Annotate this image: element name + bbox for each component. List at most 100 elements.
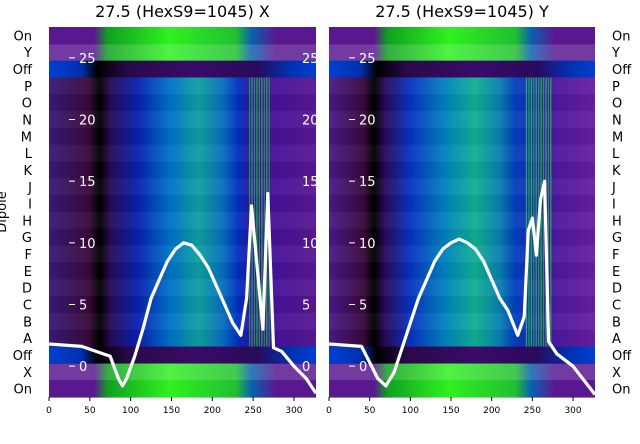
overlay-line — [328, 179, 597, 396]
heatmap-row-shade — [329, 144, 595, 162]
heatmap-row-shade — [49, 77, 316, 95]
heatmap-row-shade — [49, 296, 316, 313]
heatmap-row-shade — [329, 195, 595, 212]
heatmap-row — [49, 363, 316, 381]
heatmap-row — [329, 27, 595, 45]
overlay-line — [48, 191, 318, 395]
row-label: J — [611, 181, 616, 196]
row-label: M — [612, 130, 623, 145]
panel-title: 27.5 (HexS9=1045) X — [95, 2, 270, 21]
row-label: K — [612, 164, 621, 179]
row-label: I — [612, 198, 616, 213]
row-label: On — [14, 29, 32, 44]
row-label: I — [28, 198, 32, 213]
row-label: C — [612, 299, 621, 314]
green-streak — [525, 77, 527, 347]
row-label: E — [612, 265, 620, 280]
green-streak — [533, 77, 535, 347]
heatmap-row-shade — [329, 127, 595, 145]
row-label: A — [23, 332, 32, 347]
row-label: Off — [13, 349, 33, 364]
panel-x: 27.5 (HexS9=1045) X On Y Off PONMLKJIHGFEDCB… — [0, 2, 319, 416]
heatmap-row — [49, 27, 316, 45]
overlay-tick-label: 10 — [359, 237, 376, 252]
heatmap-row-shade — [49, 279, 316, 297]
row-label: G — [612, 231, 622, 246]
overlay-tick-label: 5 — [79, 299, 87, 314]
overlay-tick-label-right: 15 — [302, 175, 319, 190]
overlay-tick-label: 25 — [79, 52, 96, 67]
heatmap-row-shade — [49, 312, 316, 330]
y-axis-label: Dipole — [0, 191, 10, 232]
x-tick-label: 300 — [285, 406, 302, 416]
row-label: J — [27, 181, 32, 196]
x-tick-label: 0 — [46, 406, 52, 416]
heatmap-row — [49, 346, 316, 364]
row-label: X — [23, 366, 32, 381]
overlay-tick-label: 10 — [79, 237, 96, 252]
green-streak — [547, 77, 549, 347]
x-tick-label: 250 — [524, 406, 541, 416]
row-label: B — [23, 315, 32, 330]
row-label: G — [22, 231, 32, 246]
x-tick-label: 150 — [442, 406, 459, 416]
row-label: P — [24, 80, 32, 95]
overlay-tick-label: 0 — [359, 360, 367, 375]
row-label: On — [14, 383, 32, 398]
overlay-tick-label-right: 25 — [302, 52, 319, 67]
overlay-tick-label: 5 — [359, 299, 367, 314]
row-label: Off — [612, 349, 632, 364]
row-label: C — [23, 299, 32, 314]
row-label: F — [25, 248, 32, 263]
green-streak — [261, 77, 263, 347]
row-label: Y — [23, 46, 32, 61]
heatmap-row — [329, 346, 595, 364]
heatmap-row — [329, 60, 595, 79]
heatmap-row-shade — [329, 312, 595, 330]
overlay-tick-label-right: 5 — [302, 299, 310, 314]
overlay-tick-label-right: 0 — [302, 360, 310, 375]
x-tick-label: 150 — [163, 406, 180, 416]
row-label: Off — [13, 63, 33, 78]
row-label: B — [612, 315, 621, 330]
overlay-tick-label: 15 — [359, 175, 376, 190]
row-label: D — [612, 282, 622, 297]
panel-title: 27.5 (HexS9=1045) Y — [375, 2, 549, 21]
heatmap-row — [49, 60, 316, 79]
row-label: F — [612, 248, 619, 263]
row-label: N — [612, 114, 622, 129]
row-label: H — [22, 214, 32, 229]
heatmap-row-shade — [329, 77, 595, 95]
heatmap-row-shade — [49, 144, 316, 162]
overlay-tick-label: 15 — [79, 175, 96, 190]
overlay-tick-label: 20 — [79, 114, 96, 129]
green-streak — [258, 77, 260, 347]
x-tick-label: 50 — [364, 406, 376, 416]
overlay-tick-label-right: 20 — [302, 114, 319, 129]
x-tick-label: 300 — [564, 406, 581, 416]
row-label: E — [24, 265, 32, 280]
heatmap-row — [329, 380, 595, 398]
heatmap-row — [49, 43, 316, 62]
overlay-tick-label-right: 10 — [302, 237, 319, 252]
row-label: L — [25, 147, 33, 162]
overlay-tick-label: 25 — [359, 52, 376, 67]
heatmap-row — [329, 43, 595, 62]
heatmap-row-shade — [49, 262, 316, 280]
heatmap-row-shade — [329, 94, 595, 112]
row-label: O — [22, 97, 32, 112]
x-tick-label: 200 — [483, 406, 500, 416]
heatmap-row-shade — [49, 94, 316, 112]
row-label: D — [22, 282, 32, 297]
heatmap-row-shade — [49, 127, 316, 145]
heatmap-row-shade — [329, 296, 595, 313]
heatmap-row-shade — [329, 279, 595, 297]
overlay-tick-label: 0 — [79, 360, 87, 375]
row-label: M — [21, 130, 32, 145]
row-label: A — [612, 332, 621, 347]
heatmap-row-shade — [329, 329, 595, 347]
heatmap-row — [329, 363, 595, 381]
row-label: K — [23, 164, 32, 179]
